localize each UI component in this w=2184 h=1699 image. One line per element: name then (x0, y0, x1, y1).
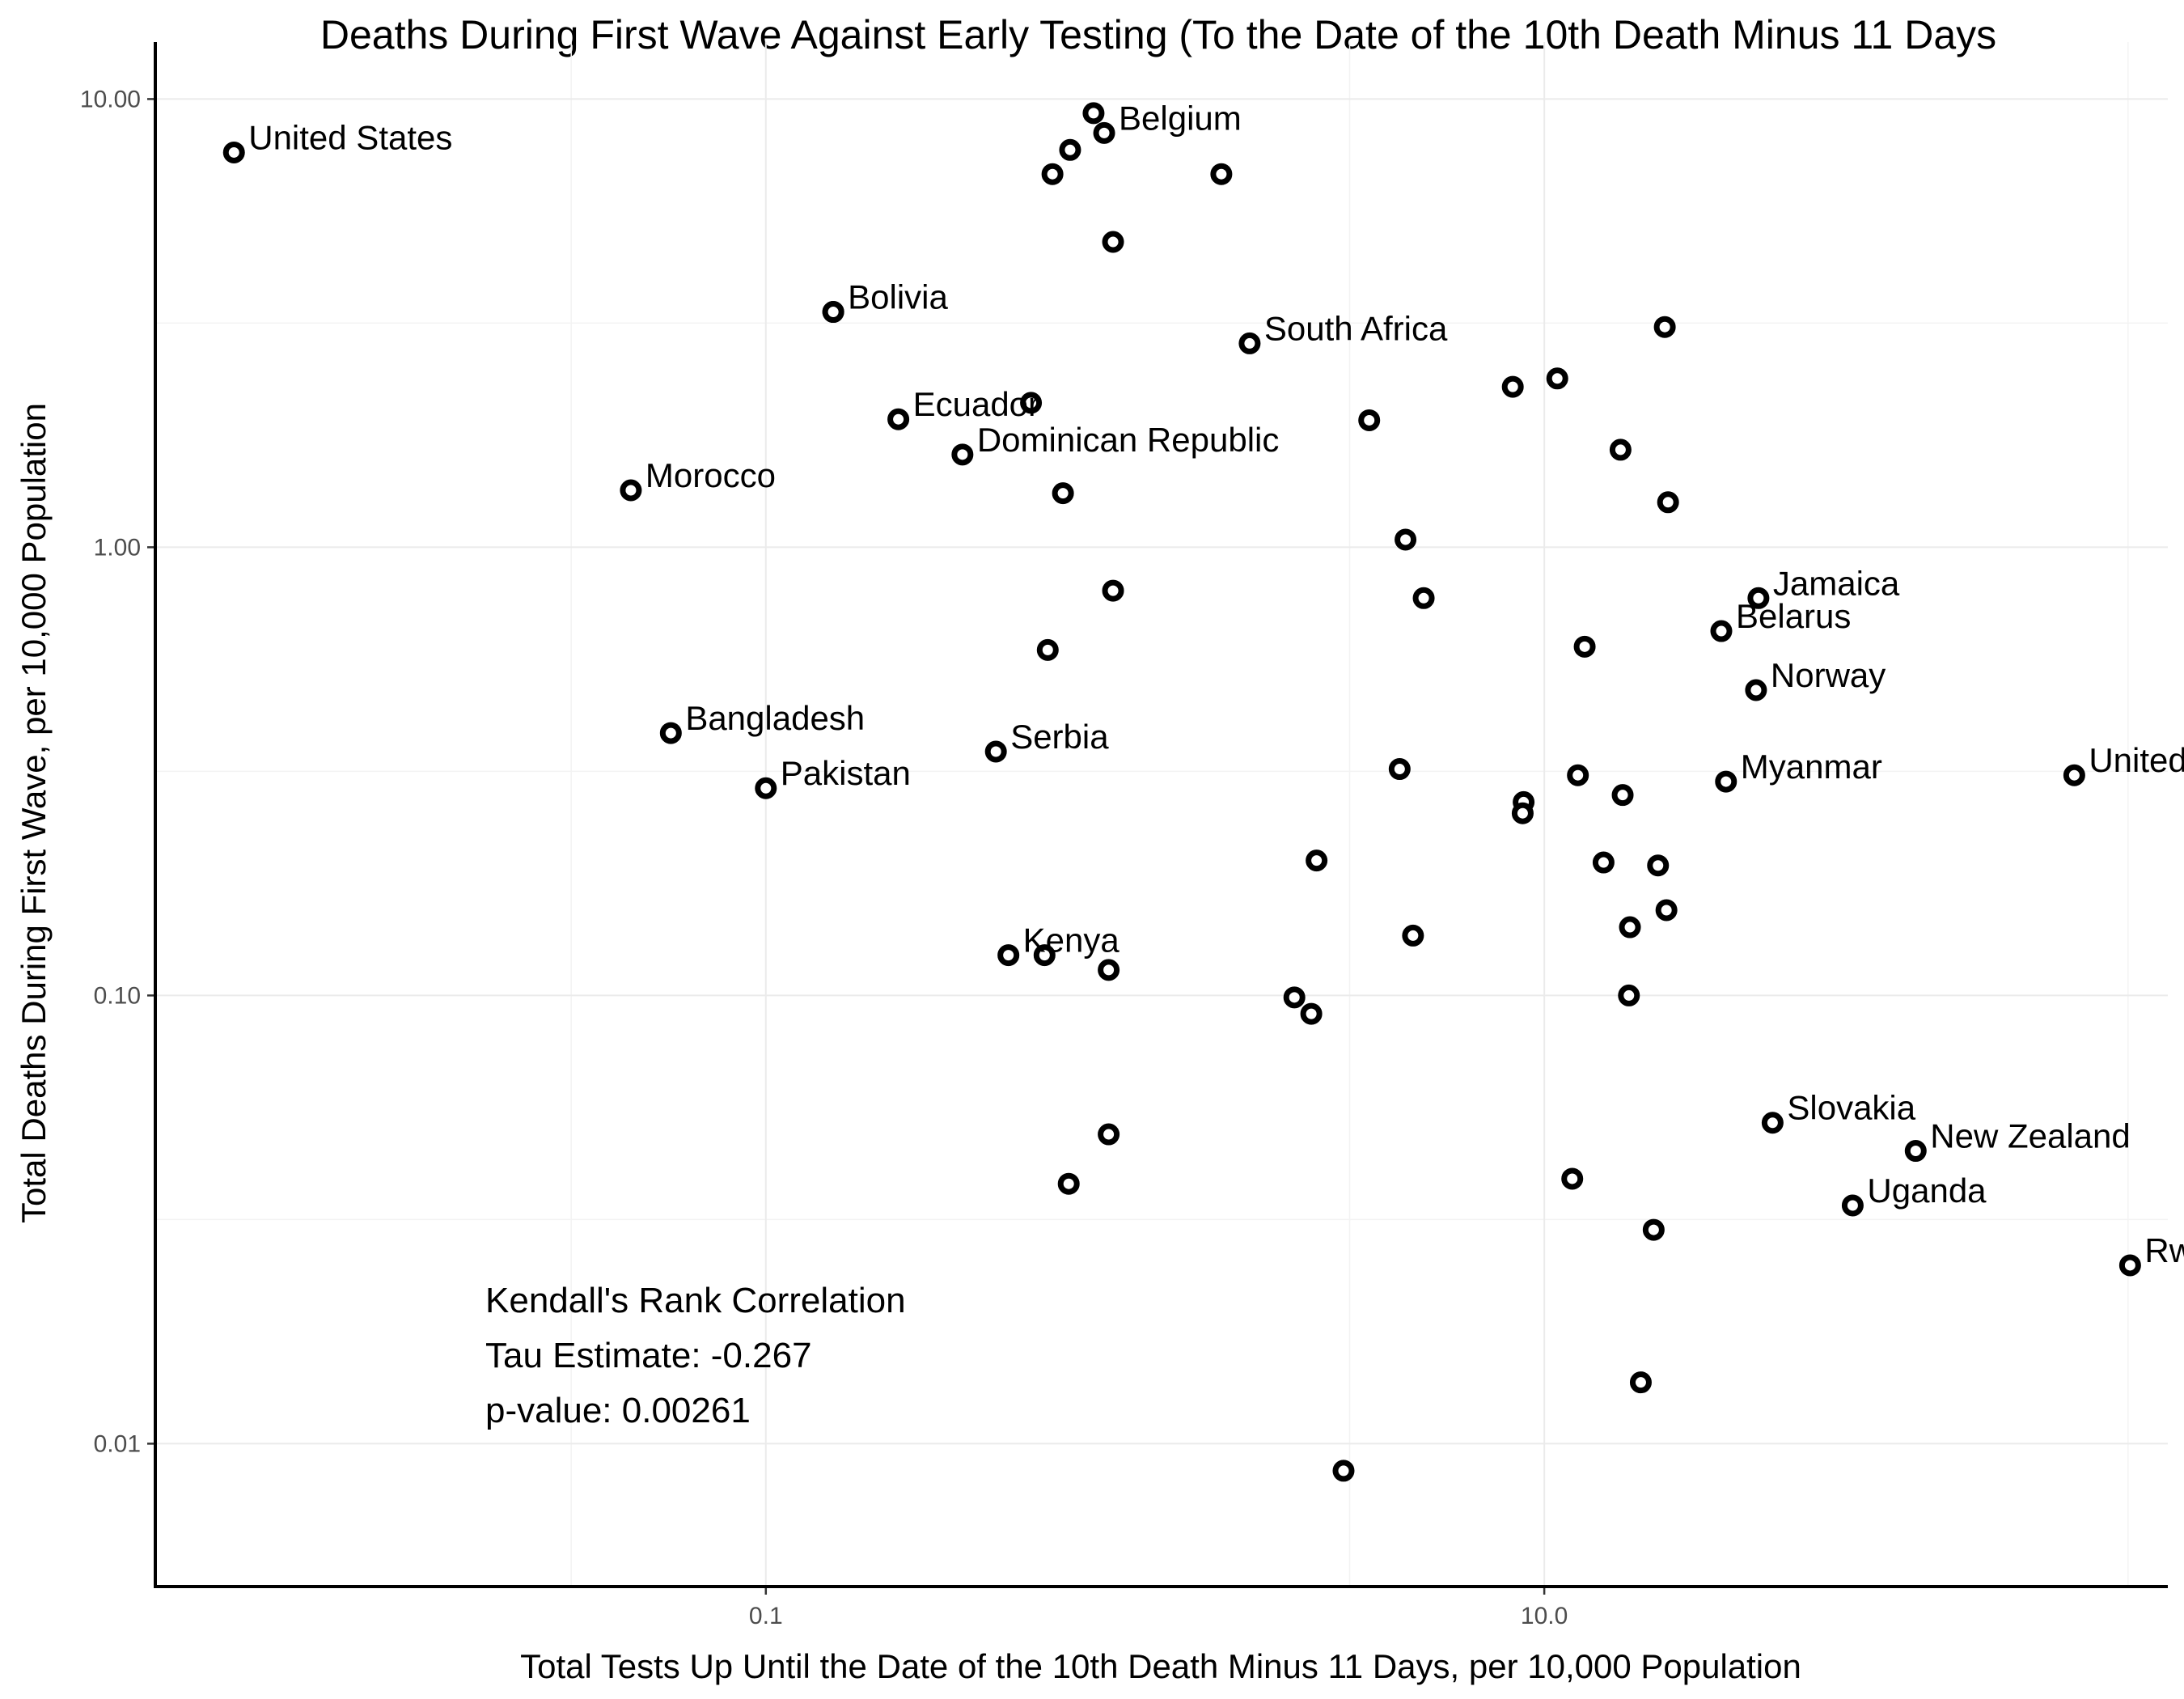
axis-ticks: 0.1 10.0 0.01 0.10 1.00 10.00 (80, 86, 1568, 1629)
point-label: South Africa (1264, 309, 1448, 347)
data-point (1573, 635, 1596, 658)
x-axis-title: Total Tests Up Until the Date of the 10t… (520, 1647, 1801, 1685)
data-point (1238, 332, 1261, 354)
data-point (659, 722, 682, 744)
data-point (1102, 579, 1124, 602)
data-point (1395, 528, 1417, 551)
data-point (1412, 587, 1435, 609)
data-point (1098, 959, 1120, 981)
y-tick-label: 1.00 (94, 534, 141, 561)
data-point (1059, 138, 1081, 161)
data-point (620, 479, 642, 502)
data-point (1715, 770, 1737, 793)
point-label: Uganda (1867, 1172, 1987, 1210)
data-point (2118, 1254, 2141, 1277)
data-point (1761, 1112, 1784, 1134)
y-tick-label: 10.00 (80, 86, 141, 112)
annotation-line-2: Tau Estimate: -0.267 (485, 1336, 812, 1375)
point-label: United (2089, 741, 2184, 779)
data-point (1033, 944, 1056, 967)
data-point (1020, 392, 1043, 414)
data-point (951, 443, 974, 466)
x-tick-label: 10.0 (1521, 1603, 1568, 1629)
annotation-line-1: Kendall's Rank Correlation (485, 1281, 906, 1320)
data-point (1567, 764, 1589, 786)
data-point (1611, 784, 1634, 807)
point-label: Bolivia (848, 278, 948, 316)
correlation-annotation: Kendall's Rank Correlation Tau Estimate:… (485, 1281, 906, 1430)
data-point (1655, 899, 1678, 922)
data-point (1388, 758, 1411, 781)
data-point (1642, 1218, 1665, 1241)
data-point (1710, 620, 1733, 642)
data-point (1619, 916, 1641, 938)
data-point (997, 944, 1020, 967)
data-point (1592, 851, 1615, 874)
data-point (1283, 986, 1306, 1009)
data-point (1747, 587, 1770, 609)
point-label: Kenya (1023, 922, 1120, 960)
data-point (1629, 1371, 1652, 1394)
chart-title: Deaths During First Wave Against Early T… (320, 12, 1996, 57)
data-point (1358, 409, 1381, 431)
data-point (1561, 1167, 1584, 1190)
point-label: Slovakia (1787, 1089, 1915, 1127)
y-axis-title: Total Deaths During First Wave, per 10,0… (15, 403, 53, 1223)
data-point (1745, 679, 1767, 701)
data-point (1618, 984, 1640, 1006)
point-label: Pakistan (781, 754, 911, 792)
point-label: Belarus (1736, 597, 1851, 635)
point-label: New Zealand (1930, 1117, 2130, 1155)
annotation-line-3: p-value: 0.00261 (485, 1391, 751, 1430)
data-point (1300, 1002, 1323, 1025)
point-label: Myanmar (1741, 748, 1882, 786)
data-point (1546, 367, 1568, 390)
data-point (1332, 1460, 1355, 1482)
data-point (222, 141, 245, 163)
point-label: Belgium (1119, 99, 1242, 137)
data-point (1036, 638, 1059, 661)
data-point (1609, 439, 1632, 461)
data-point (1041, 163, 1064, 185)
point-label: Morocco (645, 456, 776, 494)
data-point (887, 408, 910, 430)
point-label: Dominican Republic (977, 421, 1280, 459)
data-point (1647, 854, 1670, 877)
data-point (1093, 121, 1115, 144)
data-point (755, 777, 777, 799)
data-point (1052, 482, 1074, 505)
data-point (1402, 924, 1424, 947)
data-point (2063, 764, 2085, 786)
grid (155, 42, 2168, 1587)
data-point (1501, 375, 1524, 398)
scatter-points (222, 102, 2141, 1482)
point-label: Ecuador (913, 385, 1039, 423)
data-point (1306, 850, 1328, 872)
point-label: United States (248, 118, 452, 156)
x-tick-label: 0.1 (749, 1603, 783, 1629)
data-point (1057, 1172, 1080, 1195)
point-label: Rwa (2144, 1231, 2184, 1269)
y-tick-label: 0.01 (94, 1430, 141, 1457)
data-point (1841, 1194, 1864, 1217)
data-point (1082, 102, 1105, 125)
data-point (822, 301, 844, 324)
y-tick-label: 0.10 (94, 982, 141, 1009)
data-point (1653, 316, 1676, 338)
point-label: Serbia (1010, 718, 1109, 756)
data-point (1098, 1123, 1120, 1146)
point-label: Norway (1771, 656, 1886, 694)
point-label: Bangladesh (685, 699, 865, 737)
point-label: Jamaica (1773, 564, 1900, 602)
data-point (1904, 1140, 1927, 1163)
data-point (1102, 231, 1124, 253)
data-point (1657, 491, 1679, 514)
data-point (1210, 163, 1233, 185)
data-point (1511, 802, 1534, 824)
data-point (984, 740, 1007, 763)
